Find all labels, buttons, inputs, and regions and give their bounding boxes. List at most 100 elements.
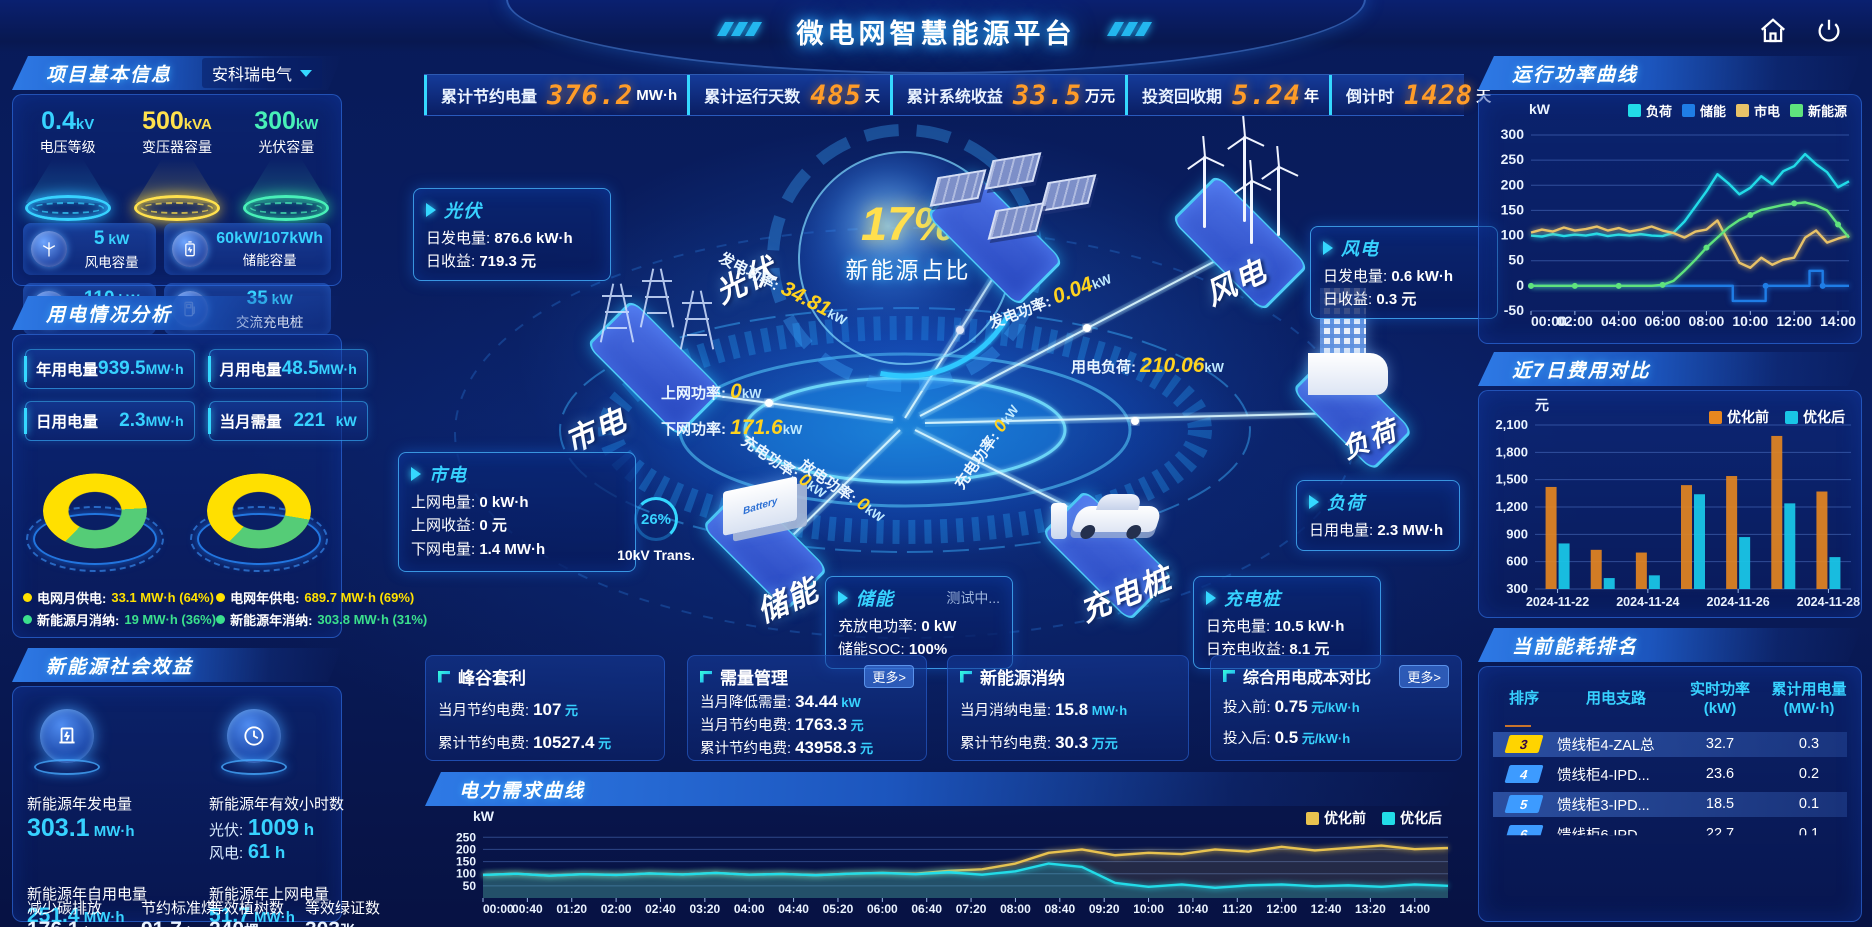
arrow-icon	[426, 203, 436, 217]
svg-text:2,100: 2,100	[1495, 417, 1528, 432]
legend-grid[interactable]: 市电	[1735, 101, 1780, 120]
demand-legend: 优化前 优化后	[1306, 808, 1442, 828]
battery-icon	[172, 231, 209, 267]
panel-usage-header: 用电情况分析	[12, 296, 342, 330]
ranking-row[interactable]: 5 馈线柜3-IPD... 18.5 0.1	[1493, 791, 1847, 817]
card-cost-comparison: 综合用电成本对比 更多> 投入前: 0.75 元/kW·h 投入后: 0.5 元/…	[1210, 655, 1462, 761]
panel-corner-icon	[1472, 620, 1494, 642]
donut-year-supply	[190, 457, 328, 572]
card-demand-management: 需量管理 更多> 当月降低需量: 34.44 kW 当月节约电费: 1763.3 …	[687, 655, 927, 761]
card-icon	[438, 670, 450, 683]
ranking-row[interactable]: 3 馈线柜4-ZAL总 32.7 0.3	[1493, 731, 1847, 757]
company-dropdown[interactable]: 安科瑞电气	[202, 58, 322, 88]
svg-text:02:00: 02:00	[1557, 313, 1593, 329]
svg-text:150: 150	[1501, 201, 1525, 217]
green-dot-icon	[23, 615, 32, 624]
stat-day-usage: 日用电量 2.3MW·h	[24, 401, 195, 441]
svg-text:11:20: 11:20	[1222, 902, 1252, 916]
card-icon	[700, 670, 712, 683]
charger-info-box: 充电桩 日充电量: 10.5 kW·h 日充电收益: 8.1 元	[1193, 576, 1381, 669]
wind-turbine-icon	[31, 231, 67, 267]
kpi-bar: 累计节约电量 376.2 MW·h 累计运行天数 485 天 累计系统收益 33.5 万元 …	[424, 74, 1491, 116]
card-storage-capacity: 60kW/107kWh 储能容量	[164, 223, 331, 275]
svg-text:1,800: 1,800	[1495, 444, 1528, 459]
svg-text:250: 250	[1501, 151, 1525, 167]
panel-energy-ranking: 当前能耗排名 排序 用电支路 实时功率 (kW) 累计用电量 (MW·h) 3 …	[1478, 628, 1862, 922]
svg-text:01:20: 01:20	[556, 902, 587, 916]
kpi-saved-energy: 累计节约电量 376.2 MW·h	[424, 75, 687, 115]
legend-after[interactable]: 优化后	[1785, 407, 1845, 427]
flow-load-power: 用电负荷: 210.06kW	[1071, 354, 1224, 377]
svg-text:14:00: 14:00	[1399, 902, 1430, 916]
svg-text:300: 300	[1506, 581, 1528, 596]
svg-text:13:20: 13:20	[1355, 902, 1386, 916]
svg-text:06:00: 06:00	[1645, 313, 1681, 329]
donut-month-supply	[26, 457, 164, 572]
svg-text:250: 250	[456, 830, 476, 844]
svg-text:02:40: 02:40	[645, 902, 676, 916]
panel-benefits-header: 新能源社会效益	[12, 648, 342, 682]
green-dot-icon	[216, 615, 226, 624]
arrow-icon	[1309, 495, 1319, 509]
pedestal-pv-capacity: 300kW 光伏容量	[234, 107, 338, 221]
svg-text:02:00: 02:00	[601, 902, 632, 916]
legend-renew-year: 新能源年消纳: 303.8 MW·h (31%)	[216, 610, 427, 629]
title-slashes-right	[1106, 22, 1153, 36]
home-icon[interactable]	[1758, 16, 1788, 51]
pedestal-transformer-capacity: 500kVA 变压器容量	[125, 107, 229, 221]
wind-info-box: 风电 日发电量: 0.6 kW·h 日收益: 0.3 元	[1310, 226, 1498, 319]
panel-ranking-header: 当前能耗排名	[1478, 628, 1862, 662]
legend-before[interactable]: 优化前	[1709, 407, 1769, 427]
svg-text:08:00: 08:00	[1000, 902, 1031, 916]
svg-text:10:00: 10:00	[1732, 313, 1768, 329]
legend-renew[interactable]: 新能源	[1789, 101, 1847, 120]
panel-demand-curve: 电力需求曲线 kW 优化前 优化后 250 200 150 100 50 00:00 00:…	[425, 772, 1462, 922]
svg-text:06:40: 06:40	[911, 902, 942, 916]
charger-post-art	[1051, 503, 1067, 539]
renew-year-generation: 新能源年发电量 303.1 MW·h	[27, 796, 135, 842]
power-icon[interactable]	[1814, 16, 1844, 51]
panel-corner-icon	[1472, 344, 1494, 366]
header-divider	[1505, 724, 1531, 727]
legend-before[interactable]: 优化前	[1306, 808, 1366, 828]
legend-storage[interactable]: 储能	[1681, 101, 1726, 120]
ranking-row[interactable]: 6 馈线柜6-IPD 22.7 0.1	[1493, 822, 1847, 836]
more-button[interactable]: 更多>	[864, 665, 914, 688]
svg-text:2024-11-28: 2024-11-28	[1797, 595, 1860, 609]
panel-social-benefits: 新能源社会效益 新能源年发电量 303.1 MW·h 新能源年有效小时数 光伏:…	[12, 648, 380, 927]
svg-text:04:40: 04:40	[778, 902, 809, 916]
svg-text:12:40: 12:40	[1311, 902, 1342, 916]
rank-badge: 3	[1504, 735, 1544, 753]
card-icon	[1223, 670, 1235, 682]
legend-load[interactable]: 负荷	[1627, 101, 1672, 120]
card-wind-capacity: 5 kW 风电容量	[23, 223, 157, 275]
legend-grid-month: 电网月供电: 33.1 MW·h (64%)	[23, 588, 216, 607]
svg-text:50: 50	[1508, 252, 1524, 268]
page-title: 微电网智慧能源平台	[796, 19, 1076, 49]
equivalent-trees: 等效植树数 240棵	[209, 900, 285, 927]
more-button[interactable]: 更多>	[1399, 664, 1449, 688]
green-certs: 等效绿证数 303张	[305, 900, 381, 927]
panel-power-curve-header: 运行功率曲线	[1478, 56, 1862, 90]
legend-after[interactable]: 优化后	[1382, 808, 1442, 828]
rank-badge: 5	[1504, 795, 1544, 813]
svg-text:08:00: 08:00	[1689, 313, 1725, 329]
svg-text:1,500: 1,500	[1495, 472, 1528, 487]
ranking-table-header: 排序 用电支路 实时功率 (kW) 累计用电量 (MW·h)	[1508, 681, 1847, 717]
cost-legend: 优化前 优化后	[1709, 407, 1845, 427]
power-legend: 负荷 储能 市电 新能源	[1627, 101, 1847, 120]
kpi-running-days: 累计运行天数 485 天	[687, 75, 890, 115]
panel-corner-icon	[6, 640, 28, 662]
chevron-down-icon	[300, 70, 312, 77]
svg-text:2024-11-22: 2024-11-22	[1526, 595, 1589, 609]
arrow-icon	[411, 467, 421, 481]
energy-flow-scene: 17% 新能源占比 Battery	[345, 118, 1498, 669]
svg-text:1,200: 1,200	[1495, 499, 1528, 514]
ranking-row[interactable]: 4 馈线柜4-IPD... 23.6 0.2	[1493, 762, 1847, 787]
panel-cost-header: 近7日费用对比	[1478, 352, 1862, 386]
title-slashes-left	[716, 22, 763, 36]
